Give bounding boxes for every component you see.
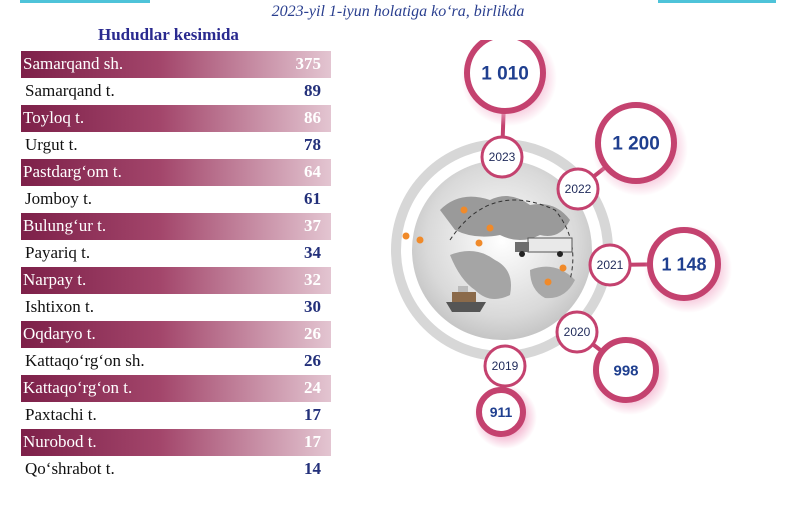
year-bubble — [588, 243, 632, 287]
region-value: 26 — [304, 351, 321, 370]
value-bubble — [593, 337, 659, 403]
subtitle: 2023-yil 1-iyun holatiga ko‘ra, birlikda — [271, 3, 525, 20]
year-label: 2020 — [564, 325, 591, 339]
year-value-label: 911 — [490, 404, 513, 420]
table-row: Samarqand sh. 375 — [21, 51, 331, 78]
year-label: 2023 — [489, 150, 516, 164]
table-row: Payariq t. 34 — [21, 240, 331, 267]
region-name: Kattaqo‘rg‘on t. — [23, 378, 133, 397]
region-name: Pastdarg‘om t. — [23, 162, 122, 181]
value-bubble — [476, 387, 526, 437]
region-value: 26 — [304, 324, 321, 343]
region-value: 34 — [304, 243, 321, 262]
region-name: Paxtachi t. — [25, 405, 97, 424]
region-value: 37 — [304, 216, 321, 235]
value-bubble — [595, 102, 677, 184]
table-row: Samarqand t. 89 — [21, 78, 331, 105]
year-label: 2019 — [492, 359, 519, 373]
region-name: Bulung‘ur t. — [23, 216, 107, 235]
table-row: Jomboy t. 61 — [21, 186, 331, 213]
ship-icon — [446, 286, 486, 312]
truck-icon — [515, 237, 573, 257]
region-name: Ishtixon t. — [25, 297, 94, 316]
year-value-label: 1 148 — [661, 254, 706, 274]
region-name: Narpay t. — [23, 270, 87, 289]
accent-line-right — [658, 0, 776, 3]
table-row: Nurobod t. 17 — [21, 429, 331, 456]
year-bubble — [483, 344, 527, 388]
region-name: Samarqand t. — [25, 81, 115, 100]
table-row: Kattaqo‘rg‘on t. 24 — [21, 375, 331, 402]
region-value: 32 — [304, 270, 321, 289]
year-value-label: 1 010 — [481, 64, 529, 85]
region-value: 24 — [304, 378, 321, 397]
year-value-label: 998 — [613, 362, 638, 379]
region-value: 89 — [304, 81, 321, 100]
location-pin-icon — [402, 206, 567, 286]
table-row: Pastdarg‘om t. 64 — [21, 159, 331, 186]
region-value: 64 — [304, 162, 321, 181]
table-row: Oqdaryo t. 26 — [21, 321, 331, 348]
region-name: Nurobod t. — [23, 432, 97, 451]
year-label: 2022 — [565, 182, 592, 196]
table-row: Ishtixon t. 30 — [21, 294, 331, 321]
year-value-label: 1 200 — [612, 134, 660, 155]
region-name: Toyloq t. — [23, 108, 85, 127]
region-name: Oqdaryo t. — [23, 324, 96, 343]
year-bubble — [556, 167, 600, 211]
region-name: Samarqand sh. — [23, 54, 124, 73]
table-row: Narpay t. 32 — [21, 267, 331, 294]
region-title: Hududlar kesimida — [98, 25, 239, 44]
region-value: 17 — [304, 405, 321, 424]
region-name: Urgut t. — [25, 135, 78, 154]
region-value: 78 — [304, 135, 321, 154]
region-value: 375 — [295, 54, 322, 73]
region-name: Payariq t. — [25, 243, 91, 262]
region-value: 61 — [304, 189, 321, 208]
region-value: 14 — [304, 459, 321, 478]
value-bubble — [464, 40, 546, 114]
year-label: 2021 — [597, 258, 624, 272]
table-row: Bulung‘ur t. 37 — [21, 213, 331, 240]
table-row: Qo‘shrabot t. 14 — [21, 456, 331, 483]
year-bubble — [555, 310, 599, 354]
accent-line-left — [20, 0, 150, 3]
years-infographic: 911 2019 998 2020 1 148 2021 1 200 2022 1 010 202… — [391, 40, 732, 449]
region-name: Jomboy t. — [25, 189, 93, 208]
year-bubble — [480, 135, 524, 179]
region-value: 30 — [304, 297, 321, 316]
value-bubble — [647, 227, 721, 301]
table-row: Urgut t. 78 — [21, 132, 331, 159]
region-value: 17 — [304, 432, 321, 451]
region-value: 86 — [304, 108, 321, 127]
table-row: Toyloq t. 86 — [21, 105, 331, 132]
region-name: Kattaqo‘rg‘on sh. — [25, 351, 145, 370]
table-row: Kattaqo‘rg‘on sh. 26 — [21, 348, 331, 375]
table-row: Paxtachi t. 17 — [21, 402, 331, 429]
region-name: Qo‘shrabot t. — [25, 459, 115, 478]
